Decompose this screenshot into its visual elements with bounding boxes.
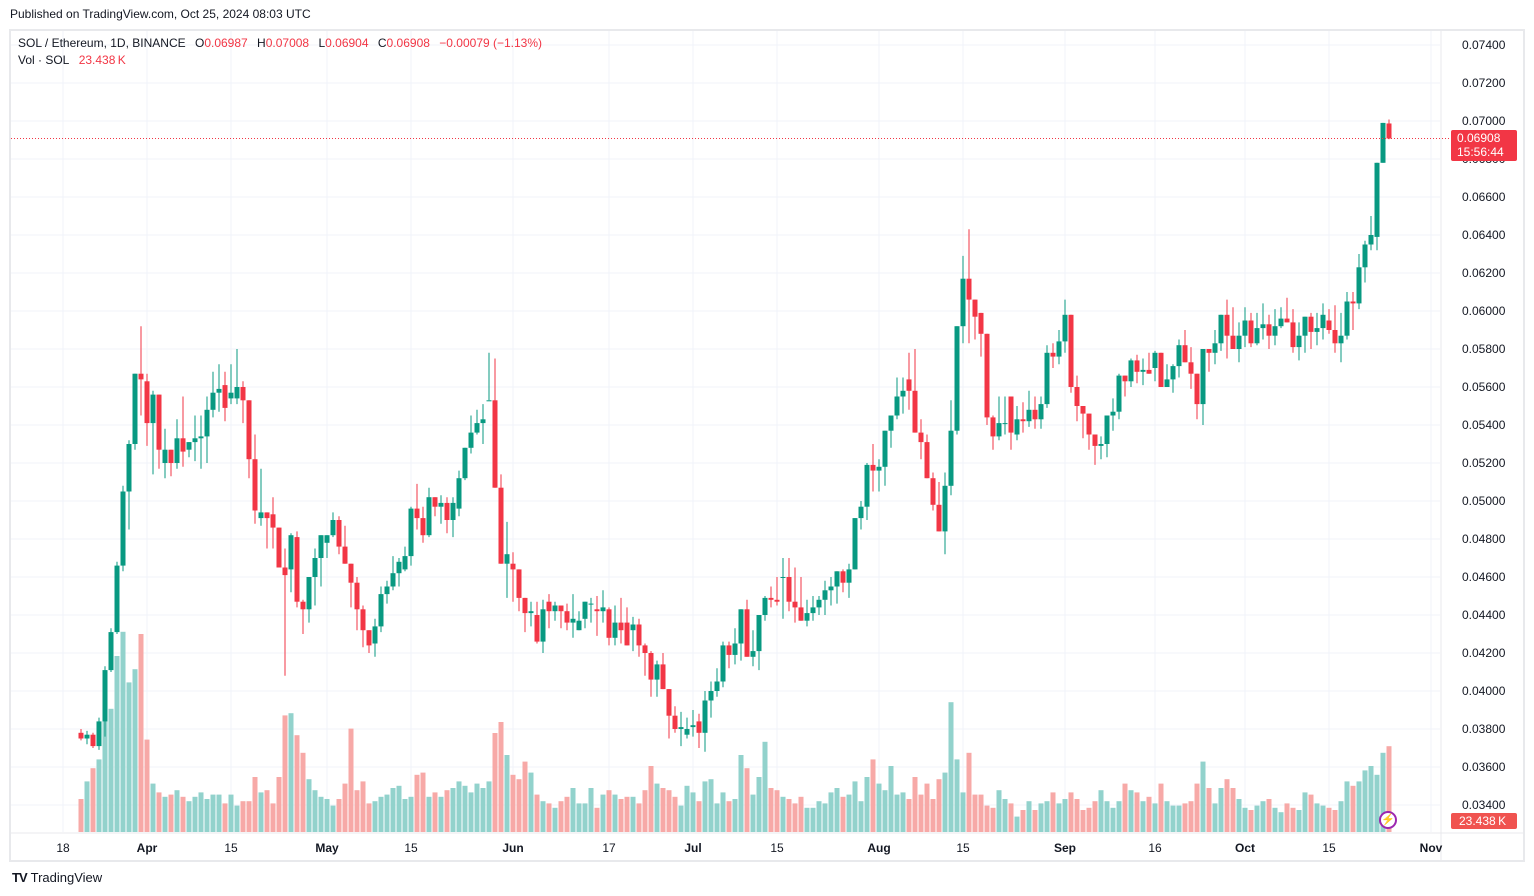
lightning-bolt-icon[interactable]: ⚡ xyxy=(1379,811,1397,829)
svg-text:16: 16 xyxy=(1148,841,1162,855)
change-value: −0.00079 (−1.13%) xyxy=(439,36,543,50)
svg-text:Oct: Oct xyxy=(1235,841,1255,855)
svg-text:0.05400: 0.05400 xyxy=(1462,418,1506,432)
svg-text:0.04200: 0.04200 xyxy=(1462,646,1506,660)
svg-text:0.04000: 0.04000 xyxy=(1462,684,1506,698)
svg-text:0.06200: 0.06200 xyxy=(1462,266,1506,280)
published-caption: Published on TradingView.com, Oct 25, 20… xyxy=(10,7,311,21)
svg-text:0.05600: 0.05600 xyxy=(1462,380,1506,394)
volume-row: Vol · SOL 23.438 K xyxy=(18,52,542,69)
svg-text:0.07400: 0.07400 xyxy=(1462,38,1506,52)
current-volume-tag: 23.438 K xyxy=(1451,813,1517,829)
low-label: L xyxy=(318,36,326,50)
svg-text:0.05200: 0.05200 xyxy=(1462,456,1506,470)
chart-legend: SOL / Ethereum, 1D, BINANCE O0.06987 H0.… xyxy=(18,35,542,69)
svg-text:0.05000: 0.05000 xyxy=(1462,494,1506,508)
current-price-tag: 0.06908 15:56:44 xyxy=(1451,130,1517,161)
svg-text:Jun: Jun xyxy=(502,841,523,855)
svg-text:0.05800: 0.05800 xyxy=(1462,342,1506,356)
svg-text:0.03800: 0.03800 xyxy=(1462,722,1506,736)
open-value: 0.06987 xyxy=(204,36,248,50)
footer-branding: TV TradingView xyxy=(12,870,102,885)
chart-frame xyxy=(9,29,1525,862)
svg-text:0.06600: 0.06600 xyxy=(1462,190,1506,204)
svg-text:17: 17 xyxy=(602,841,616,855)
volume-label[interactable]: Vol · SOL xyxy=(18,53,70,67)
svg-text:Aug: Aug xyxy=(867,841,890,855)
svg-text:15: 15 xyxy=(956,841,970,855)
svg-text:0.03600: 0.03600 xyxy=(1462,760,1506,774)
svg-text:0.04400: 0.04400 xyxy=(1462,608,1506,622)
volume-value: 23.438 K xyxy=(78,53,126,67)
svg-text:Sep: Sep xyxy=(1054,841,1076,855)
open-label: O xyxy=(194,36,205,50)
svg-text:0.04800: 0.04800 xyxy=(1462,532,1506,546)
price-axis[interactable]: 0.074000.072000.070000.068000.066000.064… xyxy=(1462,38,1506,812)
svg-text:0.04600: 0.04600 xyxy=(1462,570,1506,584)
svg-text:15: 15 xyxy=(224,841,238,855)
svg-text:0.07000: 0.07000 xyxy=(1462,114,1506,128)
volume-bars xyxy=(78,631,1392,832)
close-value: 0.06908 xyxy=(386,36,430,50)
candles xyxy=(78,119,1392,752)
svg-text:15: 15 xyxy=(404,841,418,855)
bar-countdown: 15:56:44 xyxy=(1457,145,1504,159)
tradingview-brand: TradingView xyxy=(30,870,103,885)
current-price-value: 0.06908 xyxy=(1457,131,1501,145)
symbol-title[interactable]: SOL / Ethereum, 1D, BINANCE xyxy=(18,36,186,50)
high-value: 0.07008 xyxy=(265,36,310,50)
svg-text:0.06000: 0.06000 xyxy=(1462,304,1506,318)
svg-text:0.07200: 0.07200 xyxy=(1462,76,1506,90)
svg-text:0.03400: 0.03400 xyxy=(1462,798,1506,812)
grid-lines xyxy=(11,31,1524,860)
svg-text:15: 15 xyxy=(1322,841,1336,855)
svg-text:Nov: Nov xyxy=(1420,841,1443,855)
svg-text:Apr: Apr xyxy=(137,841,158,855)
svg-text:0.06400: 0.06400 xyxy=(1462,228,1506,242)
tradingview-logo-icon: TV xyxy=(12,870,28,885)
low-value: 0.06904 xyxy=(325,36,369,50)
high-label: H xyxy=(257,36,266,50)
time-axis[interactable]: 18 Apr 15 May 15 Jun 17 Jul 15 Aug 15 Sep 16 Oct 15 Nov xyxy=(56,841,1442,855)
close-label: C xyxy=(377,36,387,50)
ohlc-row: SOL / Ethereum, 1D, BINANCE O0.06987 H0.… xyxy=(18,35,542,52)
svg-text:Jul: Jul xyxy=(684,841,701,855)
svg-text:15: 15 xyxy=(770,841,784,855)
svg-text:May: May xyxy=(315,841,339,855)
svg-text:18: 18 xyxy=(56,841,70,855)
